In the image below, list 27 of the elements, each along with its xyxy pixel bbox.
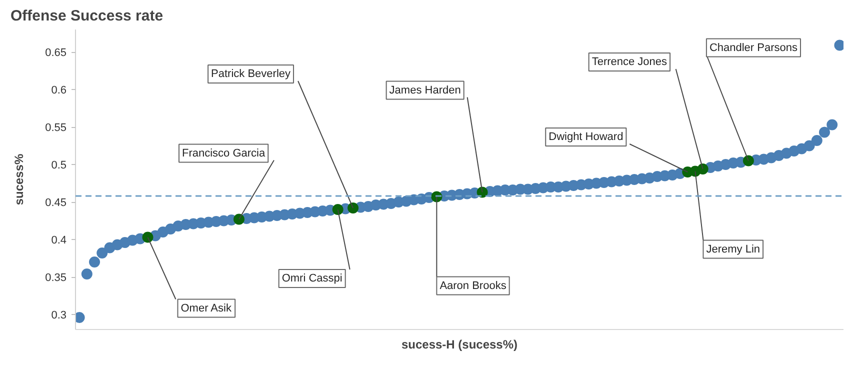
y-tick-label: 0.3 bbox=[51, 310, 67, 322]
y-tick-label: 0.55 bbox=[45, 122, 67, 134]
text: Aaron Brooks bbox=[440, 280, 507, 292]
point bbox=[348, 202, 359, 214]
text: Jeremy Lin bbox=[706, 243, 760, 256]
y-tick-label: 0.5 bbox=[51, 160, 67, 172]
text: Omri Casspi bbox=[282, 272, 342, 284]
point bbox=[233, 214, 244, 225]
text: James Harden bbox=[389, 84, 461, 96]
y-tick-label: 0.35 bbox=[45, 272, 67, 284]
text: Patrick Beverley bbox=[211, 68, 292, 80]
point bbox=[142, 232, 154, 243]
y-tick-label: 0.4 bbox=[51, 234, 67, 246]
text: Terrence Jones bbox=[592, 56, 668, 68]
point bbox=[742, 155, 754, 166]
text: Chandler Parsons bbox=[709, 42, 798, 54]
y-tick-label: 0.45 bbox=[45, 197, 67, 209]
chart-title: Offense Success rate bbox=[10, 8, 164, 24]
point bbox=[697, 164, 708, 174]
text: Dwight Howard bbox=[548, 131, 624, 143]
x-axis-title: sucess-H (sucess%) bbox=[401, 338, 518, 352]
text: Omer Asik bbox=[180, 302, 232, 314]
y-tick-label: 0.6 bbox=[51, 84, 67, 96]
point bbox=[332, 204, 344, 215]
y-tick-label: 0.65 bbox=[45, 47, 67, 59]
text: Francisco Garcia bbox=[182, 147, 266, 160]
y-axis-title: sucess% bbox=[12, 153, 26, 206]
